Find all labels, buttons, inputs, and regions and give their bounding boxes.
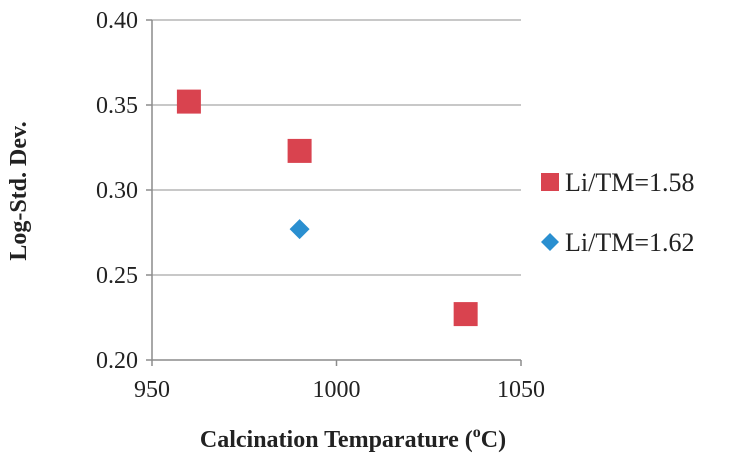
legend-label: Li/TM=1.62	[565, 228, 695, 257]
data-points	[176, 89, 478, 327]
legend-marker-diamond	[541, 233, 559, 251]
x-axis-title: Calcination Temparature (oC)	[200, 424, 506, 453]
gridlines	[152, 19, 521, 276]
y-tick-label: 0.35	[96, 93, 138, 119]
x-axis-title-suffix: C)	[481, 427, 506, 453]
y-tick-label: 0.25	[96, 263, 138, 289]
data-point-diamond	[289, 219, 310, 240]
legend-item-li-tm-1-62: Li/TM=1.62	[541, 228, 695, 257]
data-point-square	[176, 89, 201, 114]
legend: Li/TM=1.58 Li/TM=1.62	[541, 168, 695, 257]
legend-item-li-tm-1-58: Li/TM=1.58	[541, 168, 695, 197]
axes	[146, 19, 522, 366]
y-tick-label: 0.30	[96, 178, 138, 204]
y-tick-label: 0.40	[96, 8, 138, 34]
x-tick-label: 1050	[497, 377, 545, 403]
data-point-square	[453, 302, 478, 327]
data-point-square	[287, 138, 312, 163]
legend-marker-square	[541, 173, 559, 191]
tick-labels: 0.20 0.25 0.30 0.35 0.40 950 1000 1050	[96, 8, 545, 403]
x-axis-title-superscript: o	[473, 424, 481, 441]
y-tick-label: 0.20	[96, 348, 138, 374]
legend-label: Li/TM=1.58	[565, 168, 695, 197]
x-tick-label: 950	[134, 377, 170, 403]
x-tick-label: 1000	[313, 377, 361, 403]
y-axis-title: Log-Std. Dev.	[6, 121, 32, 260]
